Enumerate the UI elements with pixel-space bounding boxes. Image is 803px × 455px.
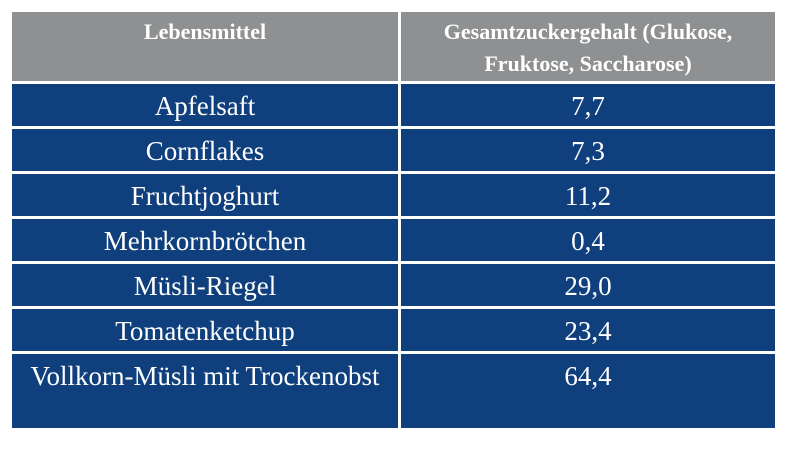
- table-row: Vollkorn-Müsli mit Trockenobst 64,4: [12, 354, 775, 428]
- header-sugar: Gesamtzuckergehalt (Glukose, Fruktose, S…: [401, 12, 775, 81]
- table-row: Müsli-Riegel 29,0: [12, 264, 775, 306]
- food-cell: Vollkorn-Müsli mit Trockenobst: [12, 354, 398, 428]
- table-row: Apfelsaft 7,7: [12, 84, 775, 126]
- sugar-cell: 7,7: [401, 84, 775, 126]
- table-row: Tomatenketchup 23,4: [12, 309, 775, 351]
- sugar-cell: 11,2: [401, 174, 775, 216]
- table-row: Cornflakes 7,3: [12, 129, 775, 171]
- sugar-cell: 0,4: [401, 219, 775, 261]
- food-cell: Fruchtjoghurt: [12, 174, 398, 216]
- food-cell: Tomatenketchup: [12, 309, 398, 351]
- table-row: Fruchtjoghurt 11,2: [12, 174, 775, 216]
- header-food: Lebensmittel: [12, 12, 398, 81]
- header-row: Lebensmittel Gesamtzuckergehalt (Glukose…: [12, 12, 775, 81]
- food-cell: Mehrkornbrötchen: [12, 219, 398, 261]
- sugar-cell: 29,0: [401, 264, 775, 306]
- sugar-content-table: Lebensmittel Gesamtzuckergehalt (Glukose…: [9, 9, 778, 431]
- header-sugar-label: Gesamtzuckergehalt (Glukose, Fruktose, S…: [443, 19, 733, 76]
- sugar-cell: 7,3: [401, 129, 775, 171]
- food-cell: Müsli-Riegel: [12, 264, 398, 306]
- table-row: Mehrkornbrötchen 0,4: [12, 219, 775, 261]
- header-food-label: Lebensmittel: [143, 19, 267, 44]
- sugar-cell: 23,4: [401, 309, 775, 351]
- food-cell: Apfelsaft: [12, 84, 398, 126]
- sugar-cell: 64,4: [401, 354, 775, 428]
- food-cell: Cornflakes: [12, 129, 398, 171]
